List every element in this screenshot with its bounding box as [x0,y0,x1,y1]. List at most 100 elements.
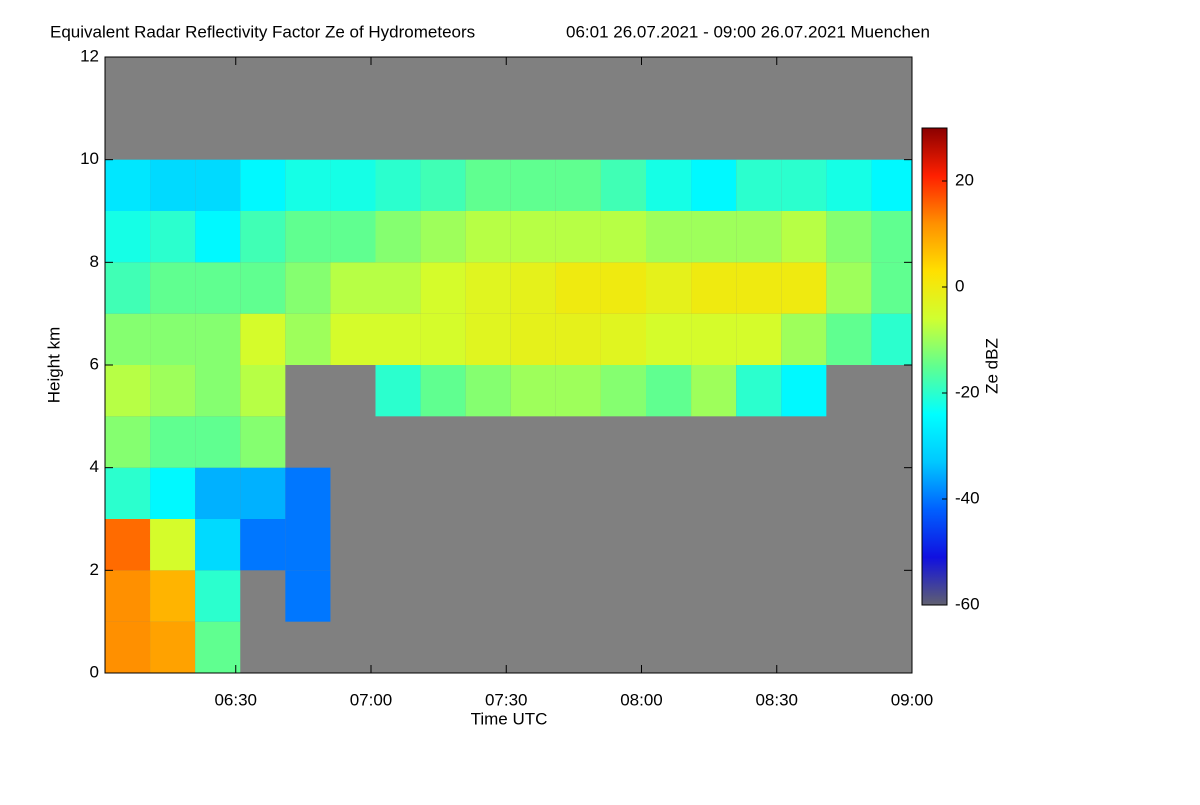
cell [600,211,647,263]
cell [736,313,782,365]
cell [465,262,511,314]
cell [240,365,286,417]
cell [871,159,912,211]
cell [285,159,331,211]
cell [736,211,782,263]
cell [781,159,827,211]
cell [555,313,601,365]
cell [465,313,511,365]
cell [105,570,151,622]
cell [105,262,151,314]
y-tick-label: 8 [90,252,99,271]
cell [285,313,331,365]
cell [150,621,196,673]
cell [330,211,376,263]
cell [105,159,151,211]
cell [105,211,151,263]
cell [105,365,151,417]
chart-title: Equivalent Radar Reflectivity Factor Ze … [50,22,475,41]
cell [195,159,241,211]
cell [510,313,556,365]
cell [375,159,421,211]
x-tick-label: 08:30 [755,690,798,709]
cell [646,313,692,365]
y-tick-label: 2 [90,560,99,579]
cell [150,211,196,263]
cell [465,365,511,417]
x-tick-label: 09:00 [891,690,934,709]
cell [195,570,241,622]
y-axis-label: Height km [44,327,63,404]
cell [150,159,196,211]
cell [240,262,286,314]
y-tick-label: 0 [90,662,99,681]
y-tick-label: 10 [80,149,99,168]
cell [330,262,376,314]
cell [375,313,421,365]
cell [691,313,737,365]
cell [195,416,241,468]
cell [105,519,151,571]
cell [105,416,151,468]
cell [150,570,196,622]
cell [420,159,466,211]
cell [871,262,912,314]
cell [646,365,692,417]
cell [105,467,151,519]
cell [195,365,241,417]
colorbar [921,127,948,606]
cell [465,211,511,263]
cell [826,211,872,263]
cell [555,211,601,263]
cell [285,262,331,314]
cell [375,365,421,417]
cell [240,159,286,211]
x-tick-label: 07:00 [350,690,393,709]
cell [555,262,601,314]
cell [691,365,737,417]
chart-subtitle: 06:01 26.07.2021 - 09:00 26.07.2021 Muen… [566,22,930,41]
colorbar-tick-label: -20 [955,382,980,401]
cell [736,262,782,314]
cell [195,262,241,314]
cell [691,262,737,314]
cell [375,211,421,263]
cell [150,365,196,417]
cell [420,211,466,263]
cell [871,211,912,263]
cell [285,467,331,519]
cell [555,159,601,211]
cell [510,262,556,314]
colorbar-tick-label: 0 [955,276,964,295]
colorbar-tick-label: -40 [955,488,980,507]
cell [240,519,286,571]
cell [600,313,647,365]
colorbar-tick-label: 20 [955,170,974,189]
cell [826,159,872,211]
cell [285,519,331,571]
cell [781,262,827,314]
cell [375,262,421,314]
y-tick-label: 4 [90,457,99,476]
cell [600,159,647,211]
cell [150,416,196,468]
cell [285,211,331,263]
cell [510,365,556,417]
x-tick-label: 07:30 [485,690,528,709]
y-tick-label: 12 [80,46,99,65]
cell [510,159,556,211]
cell [691,211,737,263]
cell [330,313,376,365]
cell [871,313,912,365]
cell [736,159,782,211]
cell [150,262,196,314]
x-axis-label: Time UTC [471,709,548,728]
cell [420,313,466,365]
cell [736,365,782,417]
cell [105,621,151,673]
cell [240,467,286,519]
cell [195,313,241,365]
cell [240,416,286,468]
cell [600,365,647,417]
